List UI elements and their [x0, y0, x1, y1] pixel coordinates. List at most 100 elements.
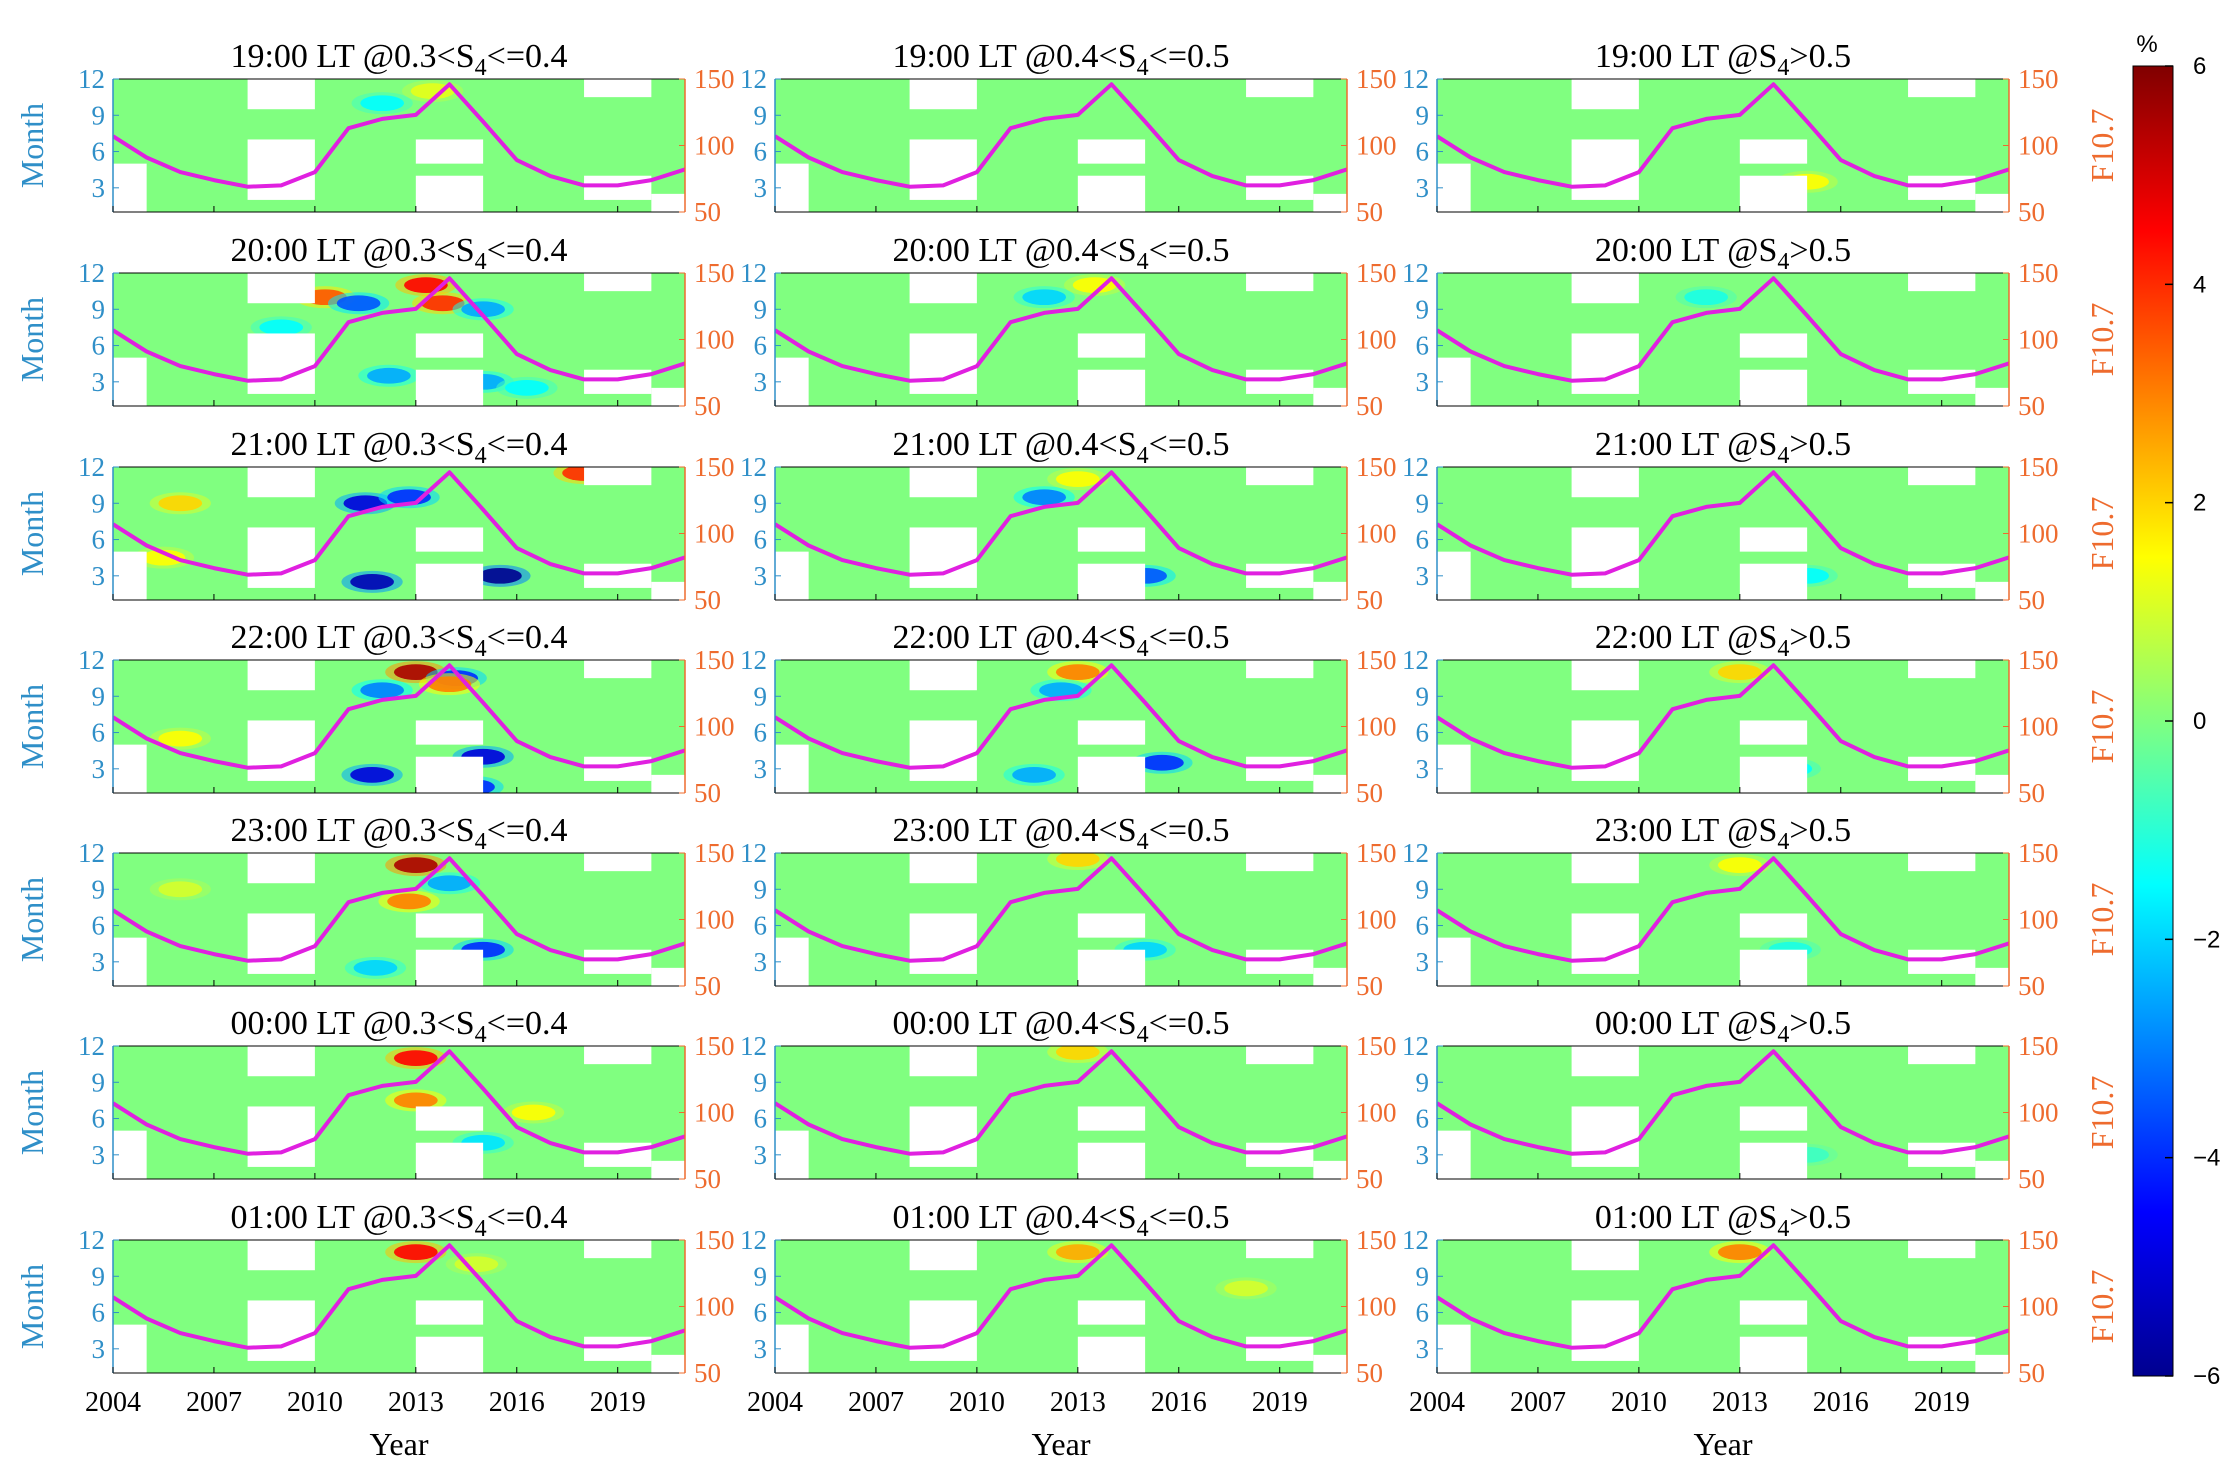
missing-data-cell: [1975, 1354, 2009, 1373]
month-tick-label: 9: [92, 874, 106, 904]
month-tick-label: 6: [1416, 137, 1430, 167]
month-tick-label: 6: [92, 1298, 106, 1328]
missing-data-cell: [1077, 949, 1146, 986]
heatmap-area: [113, 467, 685, 600]
missing-data-cell: [584, 79, 652, 98]
missing-data-cell: [1739, 175, 1808, 212]
missing-data-cell: [584, 660, 652, 679]
missing-data-cell: [1077, 333, 1146, 358]
missing-data-cell: [909, 913, 977, 974]
missing-data-cell: [584, 949, 652, 974]
f107-tick-label: 50: [2018, 585, 2045, 615]
year-tick-label: 2019: [590, 1387, 646, 1418]
heatmap-anomaly: [259, 319, 304, 336]
f107-tick-label: 50: [2018, 1164, 2045, 1194]
missing-data-cell: [1246, 949, 1314, 974]
heatmap-anomaly: [393, 857, 438, 873]
missing-data-cell: [1077, 139, 1146, 164]
missing-data-cell: [584, 369, 652, 394]
panel-title: 01:00 LT @S4>0.5: [1595, 1199, 1851, 1242]
month-tick-label: 6: [754, 331, 768, 361]
f107-line: [1437, 276, 2009, 383]
f107-tick-label: 50: [2018, 391, 2045, 421]
f107-tick-label: 100: [1356, 1292, 1397, 1322]
missing-data-cell: [1571, 333, 1639, 394]
missing-data-cell: [1077, 1336, 1146, 1373]
month-tick-label: 3: [1416, 1334, 1430, 1364]
month-tick-label: 6: [1416, 1104, 1430, 1134]
missing-data-cell: [1246, 756, 1314, 781]
month-tick-label: 6: [754, 1298, 768, 1328]
year-axis-label: Year: [370, 1426, 429, 1462]
heatmap-area: [113, 1046, 685, 1179]
year-tick-label: 2019: [1252, 1387, 1308, 1418]
month-tick-label: 9: [92, 488, 106, 518]
f107-line: [775, 470, 1347, 577]
month-tick-label: 9: [754, 1067, 768, 1097]
month-tick-label: 6: [1416, 1298, 1430, 1328]
panel-title: 22:00 LT @S4>0.5: [1595, 619, 1851, 662]
f107-tick-label: 100: [1356, 1098, 1397, 1128]
f107-tick-label: 50: [694, 971, 721, 1001]
missing-data-cell: [247, 853, 315, 884]
colorbar-tick-label: 6: [2193, 53, 2206, 80]
panel-title: 01:00 LT @0.4<S4<=0.5: [892, 1199, 1229, 1242]
f107-line: [775, 663, 1347, 770]
f107-line: [1437, 1243, 2009, 1350]
colorbar-ticks: 6 4 2 0 −2 −4 −6: [2165, 53, 2220, 1390]
missing-data-cell: [584, 1336, 652, 1361]
missing-data-cell: [1908, 369, 1976, 394]
missing-data-cell: [1246, 467, 1314, 486]
missing-data-cell: [1739, 1336, 1808, 1373]
month-tick-label: 9: [92, 681, 106, 711]
month-axis-label: Month: [14, 491, 50, 576]
month-tick-label: 9: [92, 1261, 106, 1291]
colorbar-tick-label: 4: [2193, 271, 2206, 298]
heatmap-anomaly: [1022, 489, 1067, 506]
heatmap-anomaly: [1717, 857, 1762, 873]
panel-5-2: 00:00 LT @S4>0.5 3 6 9 12 50 100 150 F10.7: [1402, 1005, 2120, 1194]
f107-line: [775, 1049, 1347, 1156]
f107-tick-label: 150: [2018, 1225, 2059, 1255]
month-tick-label: 9: [754, 874, 768, 904]
month-tick-label: 6: [754, 525, 768, 555]
f107-tick-label: 50: [694, 1164, 721, 1194]
month-tick-label: 3: [92, 173, 106, 203]
heatmap-anomaly: [393, 1244, 438, 1260]
f107-line: [113, 276, 685, 383]
month-tick-label: 3: [1416, 561, 1430, 591]
year-axis-label: Year: [1694, 1426, 1753, 1462]
missing-data-cell: [1739, 949, 1808, 986]
f107-tick-label: 150: [1356, 1225, 1397, 1255]
colorbar-tick-label: −4: [2193, 1145, 2220, 1172]
f107-line: [775, 82, 1347, 189]
month-tick-label: 12: [740, 258, 767, 288]
f107-tick-label: 100: [2018, 1098, 2059, 1128]
missing-data-cell: [1077, 756, 1146, 793]
heatmap-area: [113, 1240, 685, 1373]
panel-2-0: 21:00 LT @0.3<S4<=0.4 3 6 9 12 50 100 150 Month: [14, 426, 735, 615]
panel-title: 19:00 LT @0.3<S4<=0.4: [230, 38, 567, 81]
missing-data-cell: [1739, 1142, 1808, 1179]
month-tick-label: 3: [92, 754, 106, 784]
month-tick-label: 6: [92, 331, 106, 361]
f107-tick-label: 50: [694, 197, 721, 227]
month-tick-label: 6: [1416, 718, 1430, 748]
colorbar-tick-label: −2: [2193, 926, 2220, 953]
f107-axis-label: F10.7: [2084, 1270, 2120, 1344]
missing-data-cell: [1571, 79, 1639, 110]
missing-data-cell: [1908, 1240, 1976, 1259]
month-tick-label: 9: [1416, 488, 1430, 518]
f107-tick-label: 150: [694, 1031, 735, 1061]
panel-1-1: 20:00 LT @0.4<S4<=0.5 3 6 9 12 50 100 150: [740, 232, 1397, 421]
f107-axis-label: F10.7: [2084, 109, 2120, 183]
panel-title: 00:00 LT @S4>0.5: [1595, 1005, 1851, 1048]
month-tick-label: 9: [754, 294, 768, 324]
missing-data-cell: [1313, 774, 1347, 793]
missing-data-cell: [1739, 139, 1808, 164]
month-tick-label: 12: [740, 1225, 767, 1255]
month-tick-label: 12: [78, 645, 105, 675]
colorbar-tick-label: 2: [2193, 490, 2206, 517]
panel-title: 00:00 LT @0.4<S4<=0.5: [892, 1005, 1229, 1048]
missing-data-cell: [247, 79, 315, 110]
